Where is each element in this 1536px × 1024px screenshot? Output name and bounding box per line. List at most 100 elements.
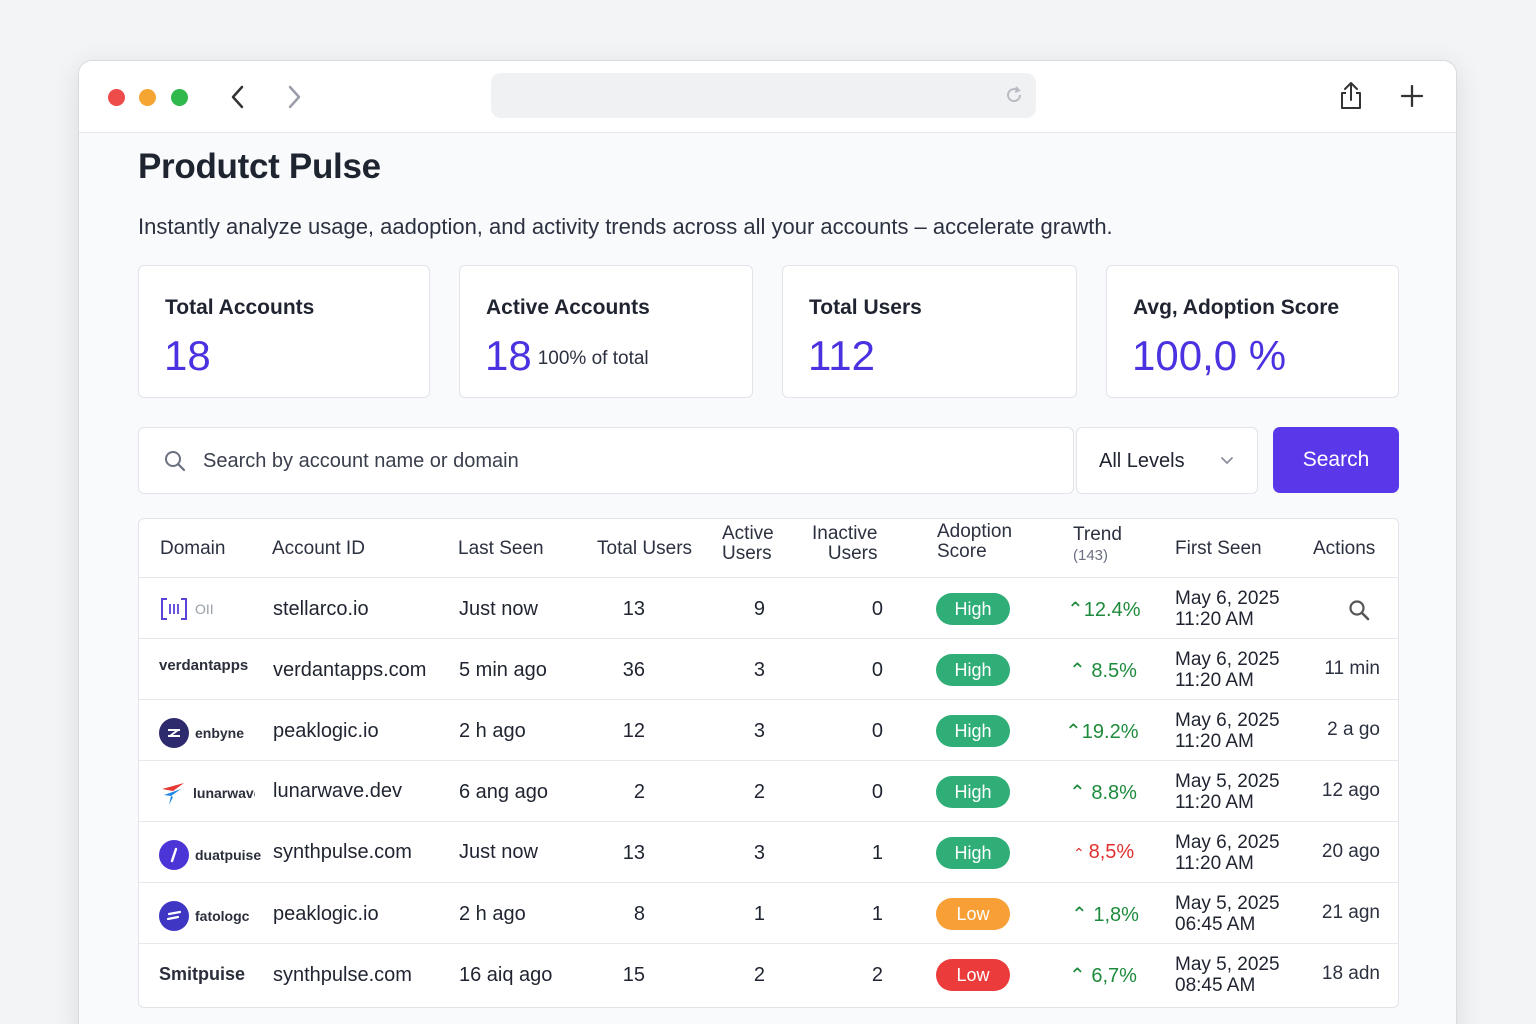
- adoption-badge: High: [936, 715, 1010, 747]
- total-users: 2: [633, 781, 645, 803]
- inactive-users: 0: [871, 781, 883, 803]
- total-users: 15: [622, 964, 645, 986]
- account-id[interactable]: stellarco.io: [273, 598, 369, 620]
- adoption-badge: High: [936, 654, 1010, 686]
- first-seen: May 6, 2025 11:20 AM: [1175, 710, 1280, 752]
- column-header-total-users[interactable]: Total Users: [597, 538, 693, 559]
- brackets-logo-icon: [161, 598, 187, 620]
- table-row[interactable]: enbyne peaklogic.io 2 h ago 12 3 0 High …: [139, 699, 1398, 760]
- stat-note: 100% of total: [537, 348, 649, 369]
- table-row[interactable]: fatologc peaklogic.io 2 h ago 8 1 1 Low …: [139, 882, 1398, 943]
- action-text[interactable]: 11 min: [1324, 658, 1380, 679]
- table-row[interactable]: verdantapps verdantapps.com 5 min ago 36…: [139, 638, 1398, 699]
- table-row[interactable]: duatpuise synthpulse.com Just now 13 3 1…: [139, 821, 1398, 882]
- column-header-actions: Actions: [1313, 538, 1376, 559]
- page-title: Produtct Pulse: [138, 147, 381, 186]
- active-users: 2: [753, 781, 765, 803]
- table-row[interactable]: Smitpuise synthpulse.com 16 aiq ago 15 2…: [139, 943, 1398, 1004]
- account-id[interactable]: synthpulse.com: [273, 964, 412, 986]
- search-button[interactable]: Search: [1273, 427, 1399, 493]
- total-users: 13: [622, 598, 645, 620]
- chevron-down-icon: [1219, 454, 1235, 472]
- last-seen: 16 aiq ago: [459, 964, 553, 986]
- inactive-users: 0: [871, 659, 883, 681]
- minimize-window-button[interactable]: [139, 89, 156, 106]
- column-header-last-seen[interactable]: Last Seen: [458, 538, 544, 559]
- new-tab-button[interactable]: [1395, 79, 1429, 113]
- adoption-badge: Low: [936, 898, 1010, 930]
- stat-value: 18 100% of total: [485, 332, 649, 379]
- stat-value: 18: [164, 332, 211, 379]
- active-users: 2: [753, 964, 765, 986]
- last-seen: 2 h ago: [459, 903, 526, 925]
- column-header-account-id[interactable]: Account ID: [272, 538, 365, 559]
- last-seen: Just now: [459, 598, 538, 620]
- first-seen: May 5, 2025 08:45 AM: [1175, 954, 1280, 996]
- search-box: [138, 427, 1074, 494]
- action-text[interactable]: 21 agn: [1321, 902, 1380, 923]
- table-row[interactable]: lunarwave lunarwave.dev 6 ang ago 2 2 0 …: [139, 760, 1398, 821]
- trend-value: ⌃12.4%: [1067, 599, 1141, 621]
- column-header-inactive-users[interactable]: Inactive Users: [812, 523, 878, 564]
- fatologc-logo-icon: [159, 901, 189, 931]
- inactive-users: 0: [871, 720, 883, 742]
- search-row-button[interactable]: [1348, 599, 1370, 627]
- column-header-first-seen[interactable]: First Seen: [1175, 538, 1262, 559]
- account-id[interactable]: lunarwave.dev: [273, 780, 402, 802]
- domain-logo: fatologc: [159, 901, 249, 931]
- browser-titlebar: [79, 61, 1456, 133]
- active-users: 3: [753, 659, 765, 681]
- inactive-users: 1: [871, 903, 883, 925]
- forward-button[interactable]: [279, 81, 309, 113]
- level-select[interactable]: All Levels: [1076, 427, 1258, 494]
- adoption-badge: High: [936, 593, 1010, 625]
- table-row[interactable]: OII stellarco.io Just now 13 9 0 High ⌃1…: [139, 577, 1398, 638]
- trend-value: ⌃ 8,5%: [1073, 841, 1135, 863]
- enbyne-logo-icon: [159, 718, 189, 748]
- first-seen: May 5, 2025 06:45 AM: [1175, 893, 1280, 935]
- address-bar[interactable]: [491, 73, 1036, 118]
- level-select-value: All Levels: [1099, 450, 1185, 472]
- adoption-badge: Low: [936, 959, 1010, 991]
- action-text[interactable]: 12 ago: [1321, 780, 1380, 801]
- domain-logo: lunarwave: [159, 779, 255, 807]
- adoption-badge: High: [936, 837, 1010, 869]
- trend-up-icon: ⌃: [1067, 599, 1084, 621]
- maximize-window-button[interactable]: [171, 89, 188, 106]
- account-id[interactable]: peaklogic.io: [273, 720, 379, 742]
- account-id[interactable]: verdantapps.com: [273, 659, 427, 681]
- last-seen: 2 h ago: [459, 720, 526, 742]
- account-id[interactable]: synthpulse.com: [273, 841, 412, 863]
- stat-label: Total Users: [809, 296, 922, 319]
- duatpuise-logo-icon: [159, 840, 189, 870]
- action-text[interactable]: 20 ago: [1321, 841, 1380, 862]
- search-icon: [1349, 600, 1370, 621]
- back-button[interactable]: [223, 81, 253, 113]
- account-id[interactable]: peaklogic.io: [273, 903, 379, 925]
- chevron-right-icon: [288, 85, 301, 109]
- search-icon: [163, 449, 187, 478]
- inactive-users: 0: [871, 598, 883, 620]
- column-header-adoption-score[interactable]: Adoption Score: [937, 521, 1013, 562]
- total-users: 13: [622, 842, 645, 864]
- close-window-button[interactable]: [108, 89, 125, 106]
- column-header-domain[interactable]: Domain: [160, 538, 226, 559]
- action-text[interactable]: 2 a go: [1327, 719, 1380, 740]
- trend-up-icon: ⌃: [1069, 782, 1092, 804]
- last-seen: Just now: [459, 841, 538, 863]
- trend-value: ⌃ 6,7%: [1069, 965, 1137, 987]
- column-header-trend[interactable]: Trend (143): [1073, 524, 1122, 565]
- reload-icon: [1007, 86, 1022, 103]
- trend-up-icon: ⌃: [1071, 904, 1094, 926]
- column-header-active-users[interactable]: Active Users: [722, 523, 774, 564]
- stat-value: 100,0 %: [1132, 332, 1287, 379]
- total-users: 36: [622, 659, 645, 681]
- trend-value: ⌃19.2%: [1065, 721, 1139, 743]
- action-text[interactable]: 18 adn: [1321, 963, 1380, 984]
- stat-label: Total Accounts: [165, 296, 315, 319]
- share-button[interactable]: [1334, 79, 1368, 113]
- search-input[interactable]: [203, 440, 1043, 482]
- reload-button[interactable]: [1004, 85, 1024, 110]
- first-seen: May 6, 2025 11:20 AM: [1175, 649, 1280, 691]
- total-users: 8: [633, 903, 645, 925]
